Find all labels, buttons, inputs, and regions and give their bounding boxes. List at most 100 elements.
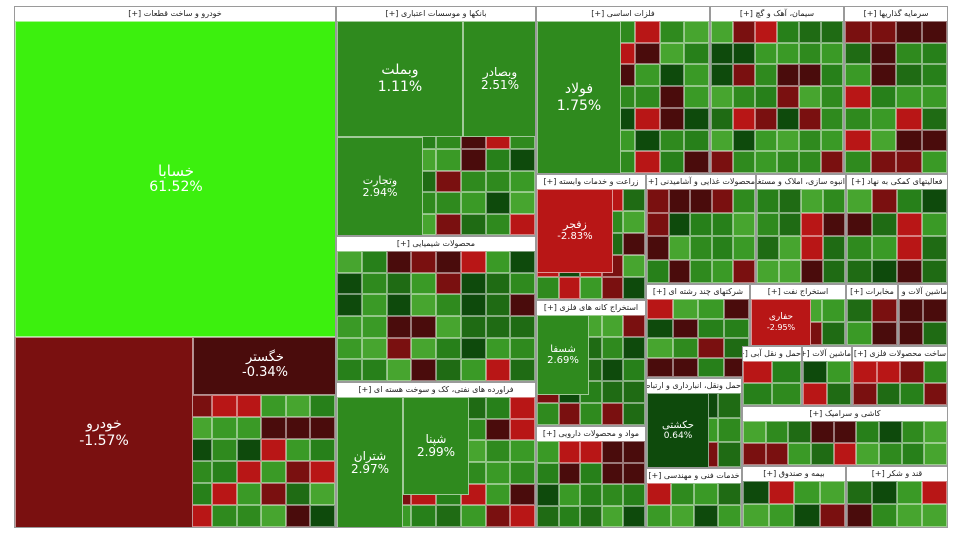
sector-g12[interactable]: شرکتهای چند رشته ای [+] bbox=[646, 284, 750, 378]
stock-tile[interactable] bbox=[900, 383, 924, 405]
stock-tile[interactable] bbox=[799, 107, 821, 130]
stock-tile[interactable] bbox=[436, 213, 461, 235]
sector-title[interactable]: کاشی و سرامیک [+] bbox=[743, 407, 947, 422]
stock-tile[interactable] bbox=[698, 338, 724, 358]
stock-tile[interactable] bbox=[768, 481, 794, 504]
stock-tile-labelled[interactable]: حفاری -2.95% bbox=[751, 299, 811, 345]
stock-tile[interactable] bbox=[580, 484, 602, 506]
stock-tile[interactable] bbox=[670, 483, 694, 505]
stock-tile[interactable] bbox=[411, 359, 436, 381]
stock-tile[interactable] bbox=[537, 441, 559, 463]
stock-tile[interactable] bbox=[845, 64, 871, 87]
stock-tile[interactable] bbox=[897, 481, 922, 504]
stock-tile[interactable] bbox=[799, 129, 821, 152]
stock-tile[interactable] bbox=[386, 337, 412, 360]
sector-g7[interactable]: زراعت و خدمات وابسته [+] زفجر -2.83% bbox=[536, 174, 646, 300]
stock-tile[interactable] bbox=[460, 251, 486, 273]
stock-tile[interactable] bbox=[672, 318, 698, 338]
stock-tile[interactable] bbox=[485, 359, 511, 381]
stock-tile[interactable] bbox=[623, 484, 645, 506]
stock-tile[interactable] bbox=[870, 86, 896, 108]
stock-tile[interactable] bbox=[717, 417, 741, 443]
stock-tile[interactable] bbox=[821, 42, 843, 65]
stock-tile[interactable] bbox=[779, 212, 801, 236]
stock-tile[interactable] bbox=[711, 151, 733, 173]
stock-tile[interactable] bbox=[711, 42, 733, 65]
stock-tile[interactable] bbox=[872, 322, 897, 345]
stock-tile[interactable] bbox=[690, 259, 712, 283]
stock-tile-labelled[interactable]: زفجر -2.83% bbox=[537, 189, 613, 273]
stock-tile[interactable] bbox=[386, 359, 412, 381]
stock-tile[interactable] bbox=[580, 277, 602, 299]
stock-tile[interactable] bbox=[537, 505, 559, 527]
stock-tile[interactable] bbox=[211, 505, 237, 527]
stock-tile[interactable] bbox=[684, 21, 709, 43]
stock-tile[interactable] bbox=[537, 403, 559, 425]
stock-tile[interactable] bbox=[386, 251, 412, 273]
stock-tile[interactable] bbox=[285, 439, 311, 461]
sector-title[interactable]: ماشین آلات و دستگاه [+] bbox=[899, 285, 947, 300]
stock-tile[interactable] bbox=[623, 381, 645, 403]
stock-tile[interactable] bbox=[897, 189, 922, 213]
stock-tile-labelled[interactable]: شتران 2.97% bbox=[337, 397, 403, 527]
stock-tile[interactable] bbox=[847, 189, 872, 213]
stock-tile[interactable] bbox=[411, 294, 436, 316]
stock-tile-labelled[interactable]: خگستر -0.34% bbox=[193, 337, 335, 395]
stock-tile[interactable] bbox=[236, 461, 262, 483]
stock-tile-labelled[interactable]: فولاد 1.75% bbox=[537, 21, 621, 173]
stock-tile[interactable] bbox=[647, 236, 669, 260]
sector-title[interactable]: حمل و نقل آبی [+] bbox=[743, 347, 801, 362]
stock-tile[interactable] bbox=[821, 322, 845, 345]
stock-tile[interactable] bbox=[537, 462, 559, 484]
stock-tile[interactable] bbox=[872, 189, 897, 213]
stock-tile[interactable] bbox=[261, 505, 286, 527]
stock-tile[interactable] bbox=[876, 361, 900, 383]
stock-tile[interactable] bbox=[601, 359, 624, 381]
stock-tile[interactable] bbox=[510, 462, 535, 484]
stock-tile[interactable] bbox=[635, 64, 660, 87]
sector-g10[interactable]: فعالیتهای کمکی به نهاد [+] bbox=[846, 174, 948, 284]
stock-tile[interactable] bbox=[285, 483, 311, 505]
stock-tile[interactable] bbox=[386, 316, 412, 338]
stock-tile[interactable] bbox=[510, 192, 535, 214]
stock-tile[interactable] bbox=[337, 294, 362, 316]
stock-tile[interactable] bbox=[659, 21, 685, 43]
stock-tile[interactable] bbox=[647, 357, 673, 377]
stock-tile-labelled[interactable]: شسفا 2.69% bbox=[537, 315, 589, 395]
stock-tile[interactable] bbox=[870, 21, 896, 43]
stock-tile[interactable] bbox=[923, 361, 947, 383]
stock-tile[interactable] bbox=[694, 505, 718, 527]
stock-tile[interactable] bbox=[510, 337, 535, 360]
stock-tile[interactable] bbox=[847, 259, 872, 283]
stock-tile[interactable] bbox=[623, 441, 645, 463]
stock-tile[interactable] bbox=[811, 443, 834, 465]
stock-tile[interactable] bbox=[694, 483, 718, 505]
sector-g3[interactable]: فلزات اساسی [+] فولاد 1.75% bbox=[536, 6, 710, 174]
stock-tile[interactable] bbox=[723, 318, 749, 338]
sector-title[interactable]: خدمات فنی و مهندسی [+] bbox=[647, 469, 741, 484]
stock-tile[interactable] bbox=[436, 149, 461, 171]
stock-tile[interactable] bbox=[601, 484, 624, 506]
stock-tile[interactable] bbox=[285, 461, 311, 483]
stock-tile[interactable] bbox=[794, 481, 820, 504]
stock-tile[interactable] bbox=[922, 259, 947, 283]
stock-tile[interactable] bbox=[310, 439, 335, 461]
stock-tile[interactable] bbox=[436, 170, 461, 193]
stock-tile[interactable] bbox=[668, 212, 691, 236]
stock-tile[interactable] bbox=[361, 251, 387, 273]
stock-tile[interactable] bbox=[923, 299, 947, 322]
stock-tile[interactable] bbox=[755, 21, 777, 43]
sector-g14[interactable]: مخابرات [+] bbox=[846, 284, 898, 346]
stock-tile[interactable] bbox=[460, 359, 486, 381]
stock-tile[interactable] bbox=[601, 277, 624, 299]
stock-tile[interactable] bbox=[236, 483, 262, 505]
stock-tile[interactable] bbox=[558, 484, 581, 506]
stock-tile[interactable] bbox=[711, 21, 733, 43]
sector-title[interactable]: شرکتهای چند رشته ای [+] bbox=[647, 285, 749, 300]
stock-tile[interactable] bbox=[558, 403, 581, 425]
stock-tile[interactable] bbox=[819, 481, 845, 504]
stock-tile[interactable] bbox=[847, 212, 872, 236]
stock-tile[interactable] bbox=[635, 107, 660, 130]
stock-tile[interactable] bbox=[558, 277, 581, 299]
stock-tile[interactable] bbox=[801, 259, 823, 283]
